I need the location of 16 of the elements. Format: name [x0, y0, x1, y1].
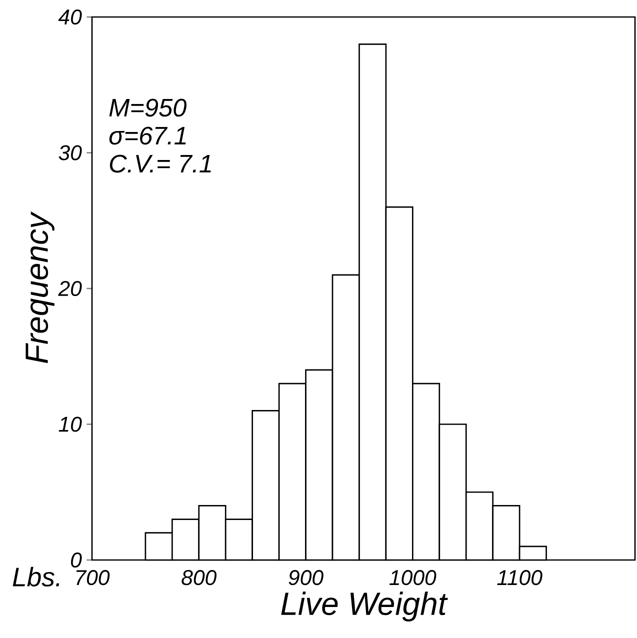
- x-tick-label: 700: [76, 570, 110, 586]
- annotation: C.V.= 7.1: [110, 154, 211, 173]
- y-tick-label: 40: [58, 9, 82, 25]
- x-tick-label: 900: [288, 570, 324, 586]
- x-tick-label: 1100: [497, 570, 542, 586]
- y-tick-label: 0: [71, 552, 82, 568]
- y-tick-label: 20: [58, 280, 82, 296]
- annotation: σ=67.1: [109, 126, 186, 145]
- y-tick-label: 10: [58, 416, 82, 432]
- x-axis-title: Live Weight: [281, 592, 448, 622]
- text: Lbs.: [12, 566, 60, 587]
- y-tick-label: 30: [58, 145, 82, 160]
- x-tick-label: 800: [182, 570, 217, 586]
- x-tick-label: 1000: [389, 570, 436, 586]
- annotation: M=950: [109, 98, 186, 117]
- y-axis-title: Frequency: [26, 211, 54, 364]
